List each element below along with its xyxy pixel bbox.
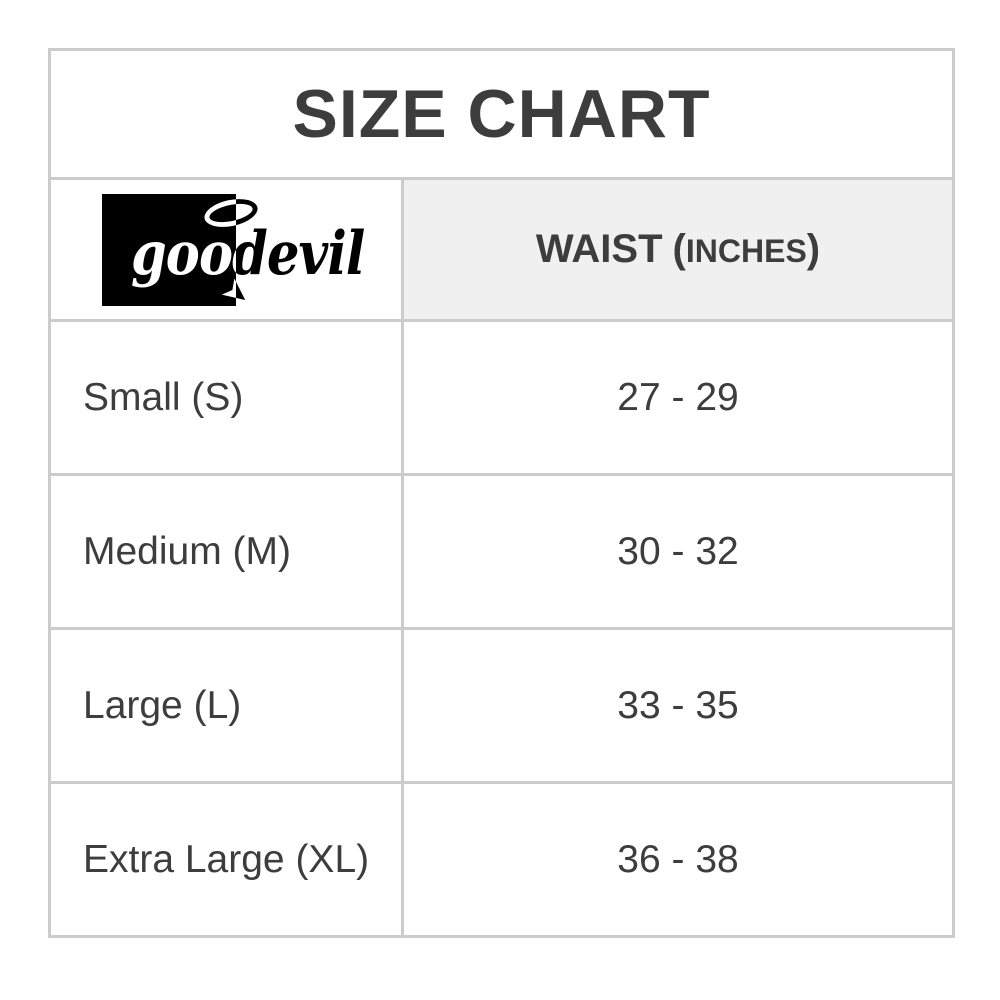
size-label-small: Small (S) [48, 319, 404, 476]
table-row-large: Large (L) 33 - 35 [48, 627, 955, 784]
table-row-medium: Medium (M) 30 - 32 [48, 473, 955, 630]
waist-unit-close-paren: ) [806, 227, 821, 271]
waist-label: WAIST [535, 227, 663, 271]
waist-value-large: 33 - 35 [401, 627, 955, 784]
title-row: SIZE CHART [48, 48, 955, 180]
brand-logo-cell: goodevil ➤ [48, 177, 404, 322]
table-row-small: Small (S) 27 - 29 [48, 319, 955, 476]
size-label-medium: Medium (M) [48, 473, 404, 630]
goodevil-logo: goodevil ➤ [51, 180, 401, 319]
logo-black-box [102, 194, 236, 306]
title-cell: SIZE CHART [48, 48, 955, 180]
logo-wordmark: goodevil [131, 219, 365, 289]
waist-unit-open-paren: ( [672, 227, 686, 271]
table-row-extra-large: Extra Large (XL) 36 - 38 [48, 781, 955, 938]
header-row: goodevil ➤ WAIST (INCHES) [48, 177, 955, 322]
size-label-large: Large (L) [48, 627, 404, 784]
waist-column-header: WAIST (INCHES) [401, 177, 955, 322]
waist-value-extra-large: 36 - 38 [401, 781, 955, 938]
waist-value-small: 27 - 29 [401, 319, 955, 476]
size-label-extra-large: Extra Large (XL) [48, 781, 404, 938]
size-chart-table: SIZE CHART goodevil ➤ WAIST (INCHES) [48, 48, 955, 938]
page-title: SIZE CHART [292, 76, 711, 152]
waist-unit-label: INCHES [685, 233, 807, 269]
waist-value-medium: 30 - 32 [401, 473, 955, 630]
